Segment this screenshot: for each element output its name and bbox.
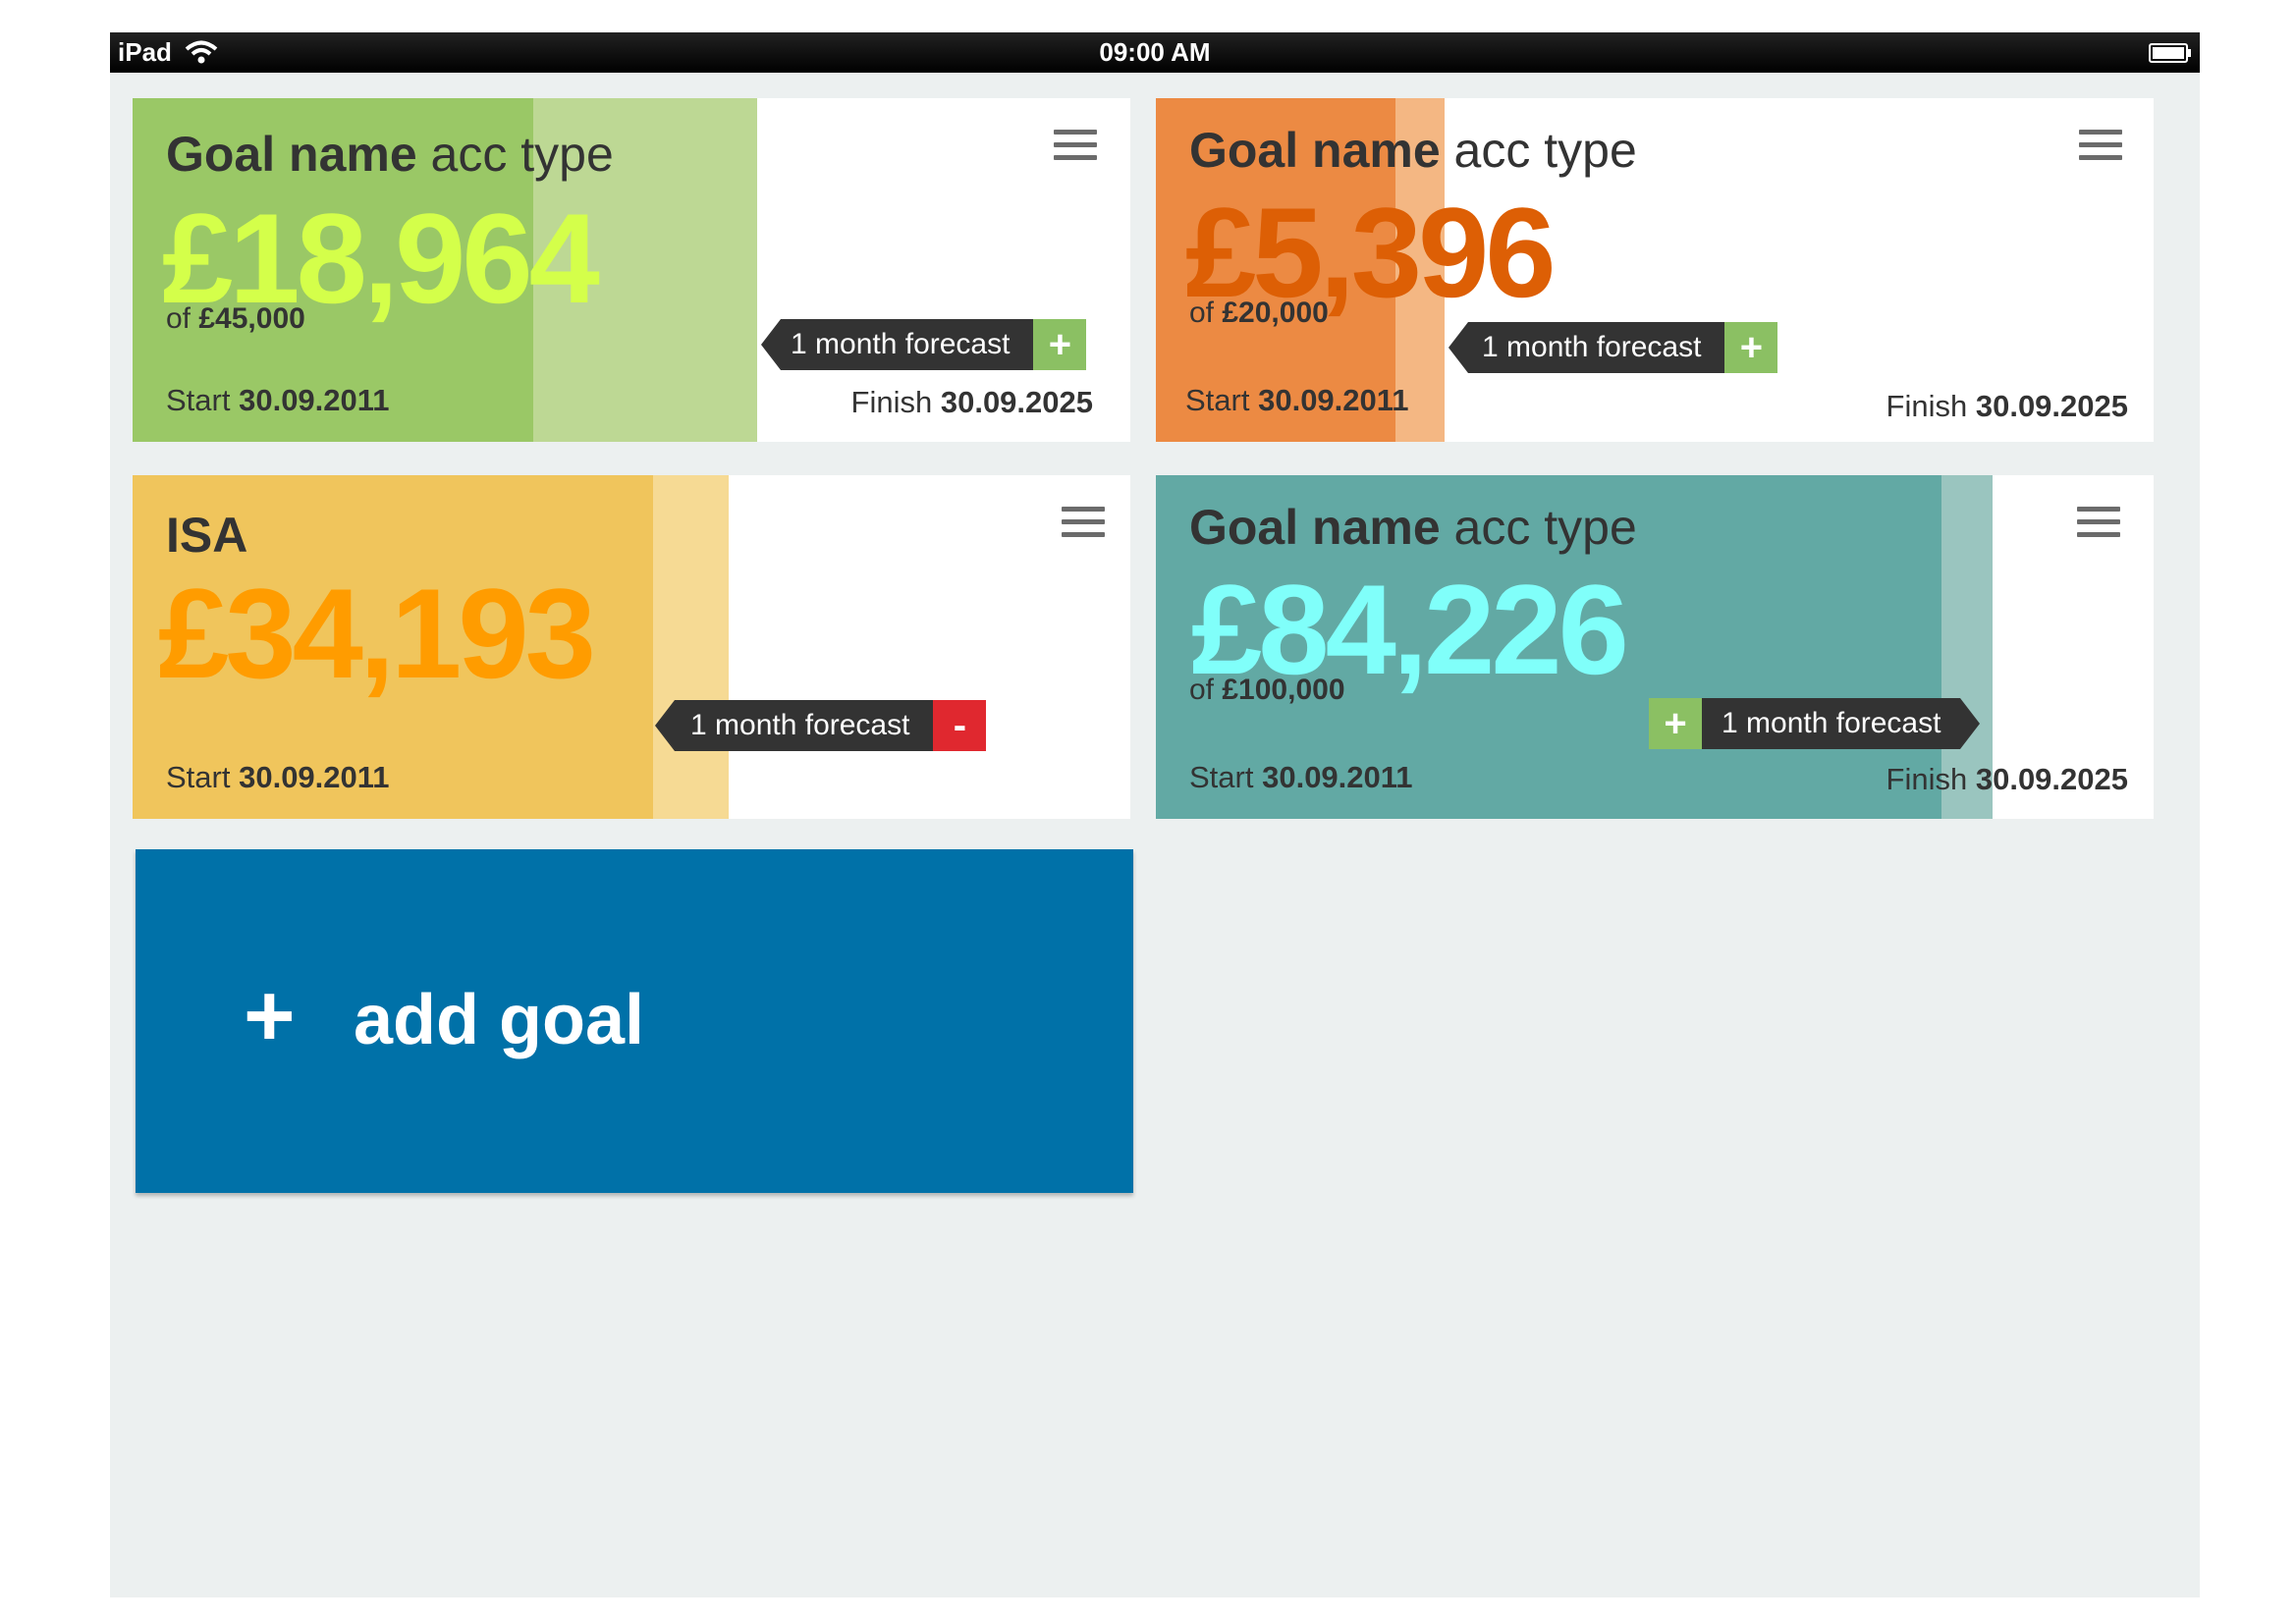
menu-icon[interactable]: [1062, 507, 1105, 538]
goal-amount: £34,193: [158, 562, 596, 705]
goal-title: Goal name acc type: [166, 126, 614, 183]
goal-card[interactable]: Goal name acc type £84,226 of £100,000 S…: [1156, 475, 2154, 819]
forecast-control: 1 month forecast +: [761, 319, 1087, 370]
goal-title: ISA: [166, 507, 247, 564]
goal-card[interactable]: ISA £34,193 Start 30.09.2011 1 month for…: [133, 475, 1130, 819]
account-type: acc type: [430, 127, 614, 182]
status-bar: iPad 09:00 AM: [110, 32, 2200, 73]
carrier-label: iPad: [118, 37, 172, 67]
forecast-label: 1 month forecast: [781, 319, 1034, 370]
start-date: Start 30.09.2011: [1185, 383, 1409, 417]
menu-icon[interactable]: [1054, 130, 1097, 161]
goal-title: Goal name acc type: [1189, 122, 1637, 179]
goal-name: ISA: [166, 508, 248, 563]
forecast-add-button[interactable]: +: [1724, 322, 1778, 373]
goal-amount: £5,396: [1185, 181, 1557, 324]
account-type: acc type: [1453, 500, 1637, 555]
goal-amount: £84,226: [1191, 558, 1629, 701]
forecast-add-button[interactable]: +: [1649, 698, 1702, 749]
forecast-control: 1 month forecast -: [655, 700, 987, 751]
finish-date: Finish 30.09.2025: [850, 385, 1093, 419]
goal-target: of £100,000: [1189, 674, 1345, 706]
wifi-icon: [185, 40, 218, 64]
finish-date: Finish 30.09.2025: [1886, 762, 2128, 796]
goal-card[interactable]: Goal name acc type £5,396 of £20,000 Sta…: [1156, 98, 2154, 442]
clock: 09:00 AM: [1099, 37, 1211, 67]
forecast-add-button[interactable]: +: [1033, 319, 1087, 370]
progress-fill: [1156, 98, 1395, 442]
finish-date: Finish 30.09.2025: [1886, 389, 2128, 423]
goal-title: Goal name acc type: [1189, 499, 1637, 556]
forecast-label: 1 month forecast: [1468, 322, 1725, 373]
goal-name: Goal name: [1189, 123, 1441, 178]
ipad-screen: iPad 09:00 AM Goal name acc type £18,964…: [110, 32, 2200, 1597]
goal-amount: £18,964: [162, 187, 600, 330]
goal-target: of £45,000: [166, 302, 305, 335]
menu-icon[interactable]: [2079, 130, 2122, 161]
goal-target: of £20,000: [1189, 297, 1329, 329]
progress-fill: [133, 475, 653, 819]
forecast-label: 1 month forecast: [675, 700, 934, 751]
goal-name: Goal name: [166, 127, 417, 182]
add-goal-button[interactable]: + add goal: [136, 849, 1133, 1193]
forecast-label: 1 month forecast: [1702, 698, 1961, 749]
forecast-control: 1 month forecast +: [1449, 322, 1778, 373]
account-type: acc type: [1453, 123, 1637, 178]
menu-icon[interactable]: [2077, 507, 2120, 538]
plus-icon: +: [244, 967, 296, 1065]
forecast-control: + 1 month forecast: [1649, 698, 1981, 749]
start-date: Start 30.09.2011: [1189, 760, 1413, 794]
goal-card[interactable]: Goal name acc type £18,964 of £45,000 St…: [133, 98, 1130, 442]
progress-fill: [1156, 475, 1941, 819]
battery-icon: [2149, 43, 2191, 63]
forecast-remove-button[interactable]: -: [933, 700, 987, 751]
add-goal-label: add goal: [354, 981, 645, 1059]
progress-fill: [133, 98, 533, 442]
goal-name: Goal name: [1189, 500, 1441, 555]
start-date: Start 30.09.2011: [166, 383, 390, 417]
start-date: Start 30.09.2011: [166, 760, 390, 794]
